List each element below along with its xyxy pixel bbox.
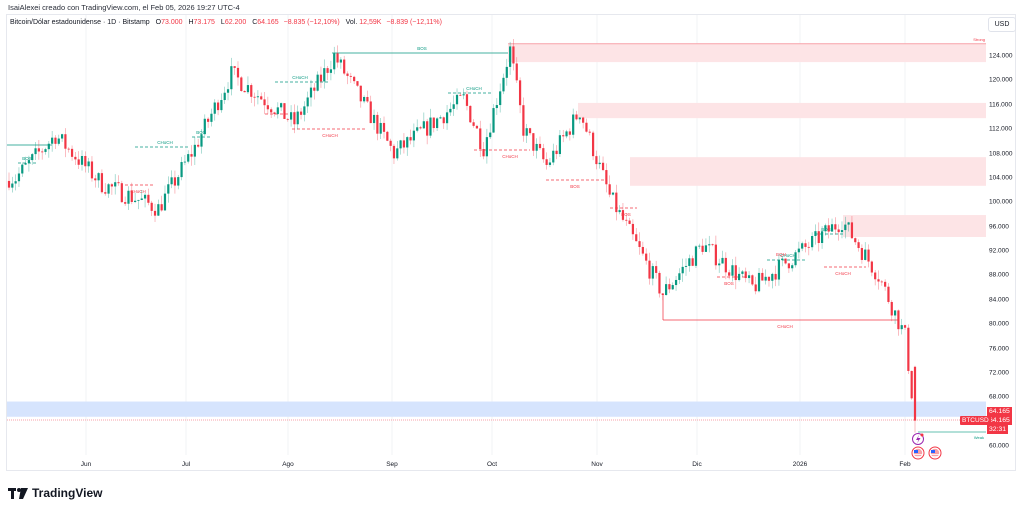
- svg-text:CHoCH: CHoCH: [466, 86, 482, 91]
- candles: [7, 38, 917, 433]
- svg-text:BOS: BOS: [22, 156, 32, 161]
- event-icons[interactable]: [911, 433, 942, 460]
- chart-legend: Bitcoin/Dólar estadounidense · 1D · Bits…: [10, 19, 442, 26]
- svg-text:BOS: BOS: [724, 281, 734, 286]
- time-tick-label: Jun: [80, 461, 92, 468]
- tradingview-logo-icon: [8, 487, 28, 499]
- svg-text:BOS: BOS: [417, 46, 427, 51]
- svg-text:CHoCH: CHoCH: [130, 189, 146, 194]
- svg-text:CHoCH: CHoCH: [502, 154, 518, 159]
- svg-text:Strong: Strong: [973, 37, 985, 42]
- price-tick-label: 60.000: [989, 442, 1009, 450]
- price-tick-label: 76.000: [989, 345, 1009, 352]
- change-value: −8.835 (−12,10%): [283, 19, 340, 26]
- svg-text:CHoCH: CHoCH: [292, 75, 308, 80]
- svg-text:CHoCH: CHoCH: [780, 253, 796, 258]
- price-tick-label: 80.000: [989, 320, 1009, 328]
- svg-text:CHoCH: CHoCH: [157, 140, 173, 145]
- price-tick-label: 96.000: [989, 223, 1009, 231]
- price-tick-label: 84.000: [989, 296, 1009, 304]
- svg-text:BOS: BOS: [570, 184, 580, 189]
- svg-text:BOS: BOS: [196, 130, 206, 135]
- svg-text:CHoCH: CHoCH: [322, 133, 338, 138]
- time-tick-label: Nov: [591, 461, 603, 468]
- price-tick-label: 120.000: [989, 76, 1013, 84]
- time-tick-label: Jul: [181, 461, 191, 468]
- volume-change: −8.839 (−12,11%): [386, 19, 442, 26]
- grid-lines: [85, 15, 906, 455]
- svg-text:EQH: EQH: [776, 252, 786, 257]
- chart-caption: IsaiAlexei creado con TradingView.com, e…: [8, 3, 240, 12]
- us-flag-event-icon[interactable]: [911, 446, 925, 460]
- price-tick-label: 116.000: [989, 101, 1013, 109]
- svg-text:CHoCH: CHoCH: [835, 271, 851, 276]
- close-price-tag: 64.165: [987, 416, 1012, 425]
- chart-frame: [6, 14, 1016, 471]
- price-tick-label: 104.000: [989, 174, 1013, 182]
- price-tick-label: 124.000: [989, 52, 1013, 60]
- price-tick-label: 88.000: [989, 271, 1009, 279]
- price-tick-label: 100.000: [989, 198, 1013, 206]
- order-block-zones: Strong Weak: [7, 37, 986, 440]
- structure-lines: BOS CHoCH CHoCH BOS CHoCH CHoCH BOS CHoCH CHoCH B…: [7, 46, 898, 329]
- time-tick-label: Ago: [282, 461, 294, 468]
- tradingview-logo-text: TradingView: [32, 486, 103, 500]
- price-tick-label: 92.000: [989, 247, 1009, 255]
- svg-text:CHoCH: CHoCH: [777, 324, 793, 329]
- price-tick-label: 68.000: [989, 393, 1009, 401]
- volume-value: 12,59K: [359, 19, 382, 26]
- tradingview-logo[interactable]: TradingView: [8, 486, 102, 500]
- symbol-price-tag: BTCUSD: [960, 416, 991, 425]
- time-tick-label: Sep: [386, 461, 398, 468]
- svg-text:Weak: Weak: [974, 435, 984, 440]
- time-tick-label: 2026: [792, 461, 808, 468]
- price-tick-label: 108.000: [989, 150, 1013, 157]
- us-flag-event-icon[interactable]: [928, 446, 942, 460]
- countdown-tag: 32:31: [987, 425, 1009, 434]
- lightning-event-icon[interactable]: [912, 433, 924, 445]
- time-tick-label: Dic: [692, 461, 702, 468]
- time-tick-label: Oct: [486, 461, 498, 468]
- currency-button[interactable]: USD: [988, 17, 1016, 32]
- symbol-name[interactable]: Bitcoin/Dólar estadounidense · 1D · Bits…: [10, 19, 150, 26]
- price-tick-label: 112.000: [989, 125, 1013, 133]
- last-price-tag: 64.165: [987, 407, 1012, 416]
- time-tick-label: Feb: [899, 461, 911, 468]
- price-tick-label: 72.000: [989, 369, 1009, 377]
